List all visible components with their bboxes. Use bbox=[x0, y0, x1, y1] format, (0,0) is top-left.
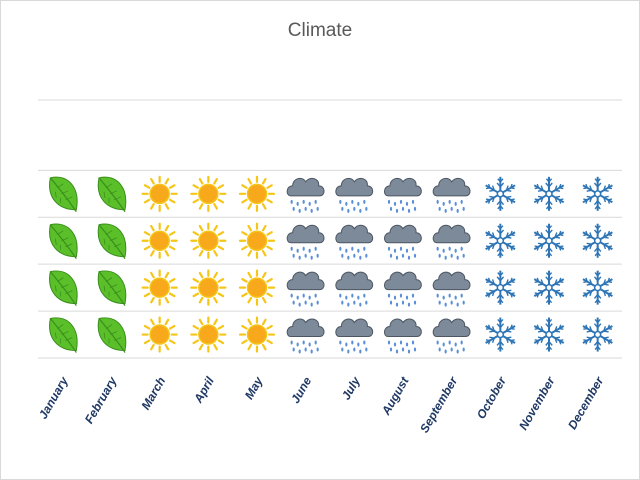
snowflake-icon bbox=[582, 317, 613, 352]
rain-cloud-icon bbox=[432, 224, 471, 260]
x-tick-label: June bbox=[288, 374, 314, 406]
rain-cloud-icon bbox=[384, 318, 422, 354]
pictograph-column-november bbox=[533, 176, 565, 352]
pictograph-column-july bbox=[335, 177, 374, 354]
x-tick-label: February bbox=[82, 373, 120, 426]
leaf-icon bbox=[49, 223, 78, 260]
sun-icon bbox=[238, 269, 276, 306]
rain-cloud-icon bbox=[384, 224, 422, 260]
x-tick-label: January bbox=[36, 373, 72, 421]
rain-cloud-icon bbox=[432, 177, 471, 213]
sun-icon bbox=[141, 269, 178, 306]
leaf-icon bbox=[97, 317, 127, 353]
sun-icon bbox=[141, 222, 178, 259]
sun-icon bbox=[238, 316, 276, 353]
rain-cloud-icon bbox=[432, 271, 471, 307]
sun-icon bbox=[141, 316, 178, 353]
gridlines bbox=[38, 99, 622, 359]
x-tick-label: May bbox=[242, 373, 266, 401]
snowflake-icon bbox=[485, 317, 516, 352]
sun-icon bbox=[190, 316, 227, 353]
pictograph-column-september bbox=[432, 177, 471, 354]
snowflake-icon bbox=[485, 270, 516, 305]
rain-cloud-icon bbox=[335, 177, 374, 213]
x-tick-label: March bbox=[138, 375, 168, 413]
snowflake-icon bbox=[582, 176, 613, 211]
rain-cloud-icon bbox=[286, 177, 325, 213]
rain-cloud-icon bbox=[335, 318, 374, 354]
leaf-icon bbox=[97, 176, 127, 213]
rain-cloud-icon bbox=[432, 318, 471, 354]
snowflake-icon bbox=[485, 223, 516, 258]
snowflake-icon bbox=[533, 270, 565, 305]
rain-cloud-icon bbox=[384, 271, 422, 307]
rain-cloud-icon bbox=[286, 318, 325, 354]
sun-icon bbox=[238, 175, 276, 212]
snowflake-icon bbox=[533, 223, 565, 258]
chart-title: Climate bbox=[287, 20, 353, 41]
rain-cloud-icon bbox=[335, 224, 374, 260]
leaf-icon bbox=[49, 270, 78, 306]
rain-cloud-icon bbox=[335, 271, 374, 307]
sun-icon bbox=[190, 175, 227, 212]
pictograph-column-february bbox=[97, 176, 127, 353]
leaf-icon bbox=[97, 223, 127, 260]
sun-icon bbox=[141, 175, 178, 212]
x-tick-label: April bbox=[191, 374, 218, 406]
pictograph-column-december bbox=[582, 176, 613, 352]
x-tick-label: August bbox=[378, 374, 412, 419]
leaf-icon bbox=[49, 317, 78, 353]
snowflake-icon bbox=[582, 223, 613, 258]
rain-cloud-icon bbox=[384, 177, 422, 213]
x-tick-label: October bbox=[474, 373, 510, 421]
snowflake-icon bbox=[485, 176, 516, 211]
sun-icon bbox=[190, 222, 227, 259]
leaf-icon bbox=[97, 270, 127, 306]
pictograph-column-march bbox=[141, 175, 178, 353]
x-tick-label: December bbox=[565, 373, 607, 431]
leaf-icon bbox=[49, 176, 78, 213]
x-tick-label: September bbox=[417, 373, 461, 435]
x-tick-label: July bbox=[339, 373, 364, 402]
rain-cloud-icon bbox=[286, 224, 325, 260]
pictograph-column-october bbox=[485, 176, 516, 352]
snowflake-icon bbox=[582, 270, 613, 305]
snowflake-icon bbox=[533, 176, 565, 211]
snowflake-icon bbox=[533, 317, 565, 352]
x-tick-label: November bbox=[516, 373, 558, 432]
pictograph-column-april bbox=[190, 175, 227, 353]
pictograph-column-june bbox=[286, 177, 325, 354]
pictograph-column-august bbox=[384, 177, 422, 354]
rain-cloud-icon bbox=[286, 271, 325, 307]
sun-icon bbox=[190, 269, 227, 306]
sun-icon bbox=[238, 222, 276, 259]
pictograph-column-january bbox=[49, 176, 78, 353]
pictograph-column-may bbox=[238, 175, 276, 353]
